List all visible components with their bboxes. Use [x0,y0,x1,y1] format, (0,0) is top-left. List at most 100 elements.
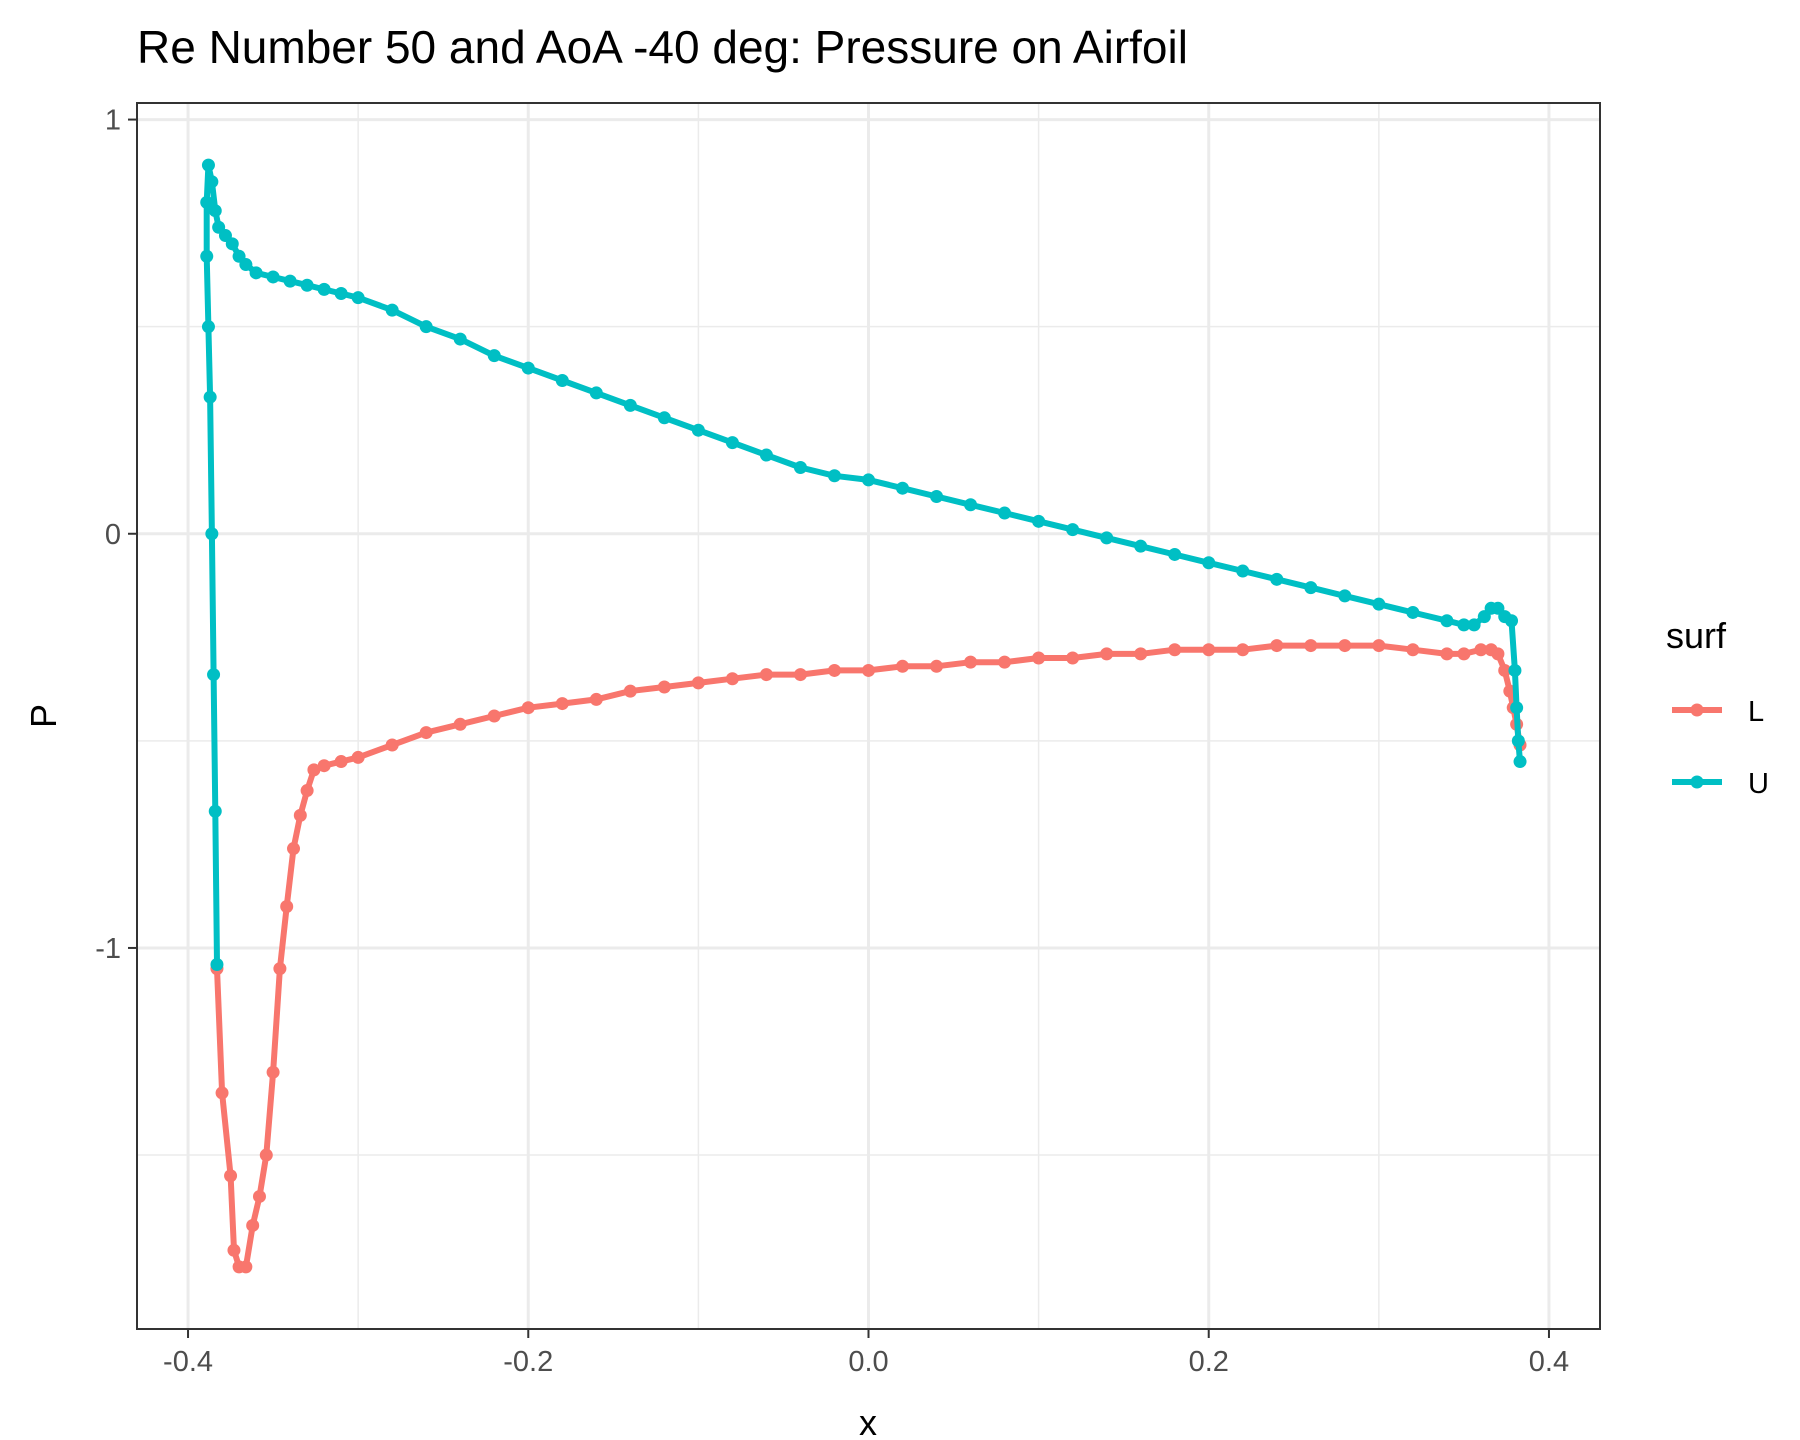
y-tick-label: 0 [105,519,121,551]
data-point-L [224,1169,238,1183]
y-axis-label: P [23,704,64,728]
data-point-U [1338,589,1352,603]
data-point-L [246,1218,260,1232]
data-point-U [657,411,671,425]
data-point-L [1032,651,1046,665]
data-point-L [487,709,501,723]
data-point-U [1457,618,1471,632]
data-point-L [930,659,944,673]
data-point-L [759,668,773,682]
y-axis: -1 0 1 [95,105,137,965]
data-point-L [334,755,348,769]
data-point-U [1134,539,1148,553]
data-point-L [1474,643,1488,657]
data-point-U [1440,614,1454,628]
data-point-L [862,663,875,677]
data-point-U [419,320,433,334]
data-point-L [1304,639,1318,653]
x-tick-label: 0.4 [1529,1346,1569,1378]
data-point-U [1508,663,1522,677]
data-point-L [266,1065,280,1079]
legend-key-point [1690,775,1704,789]
data-point-U [205,175,219,189]
legend: surf L U [1666,615,1769,800]
data-point-U [1511,734,1525,748]
data-point-L [307,763,321,777]
data-point-L [1338,639,1352,653]
data-point-L [1168,643,1182,657]
data-point-U [896,481,910,495]
data-point-L [385,738,399,752]
data-point-L [555,697,569,711]
data-point-L [1270,639,1284,653]
data-point-L [589,692,603,706]
data-point-L [273,962,287,976]
series-layer [200,158,1527,1274]
data-point-U [589,386,603,400]
data-point-U [239,258,253,272]
data-point-L [300,784,314,798]
data-point-L [896,659,910,673]
x-axis: -0.4 -0.2 0.0 0.2 0.4 [163,1329,1569,1378]
data-point-L [215,1086,229,1100]
data-point-U [1304,581,1318,595]
data-point-L [1440,647,1454,661]
data-point-U [249,266,263,280]
data-point-L [998,655,1012,669]
data-point-L [453,717,467,731]
data-point-U [1510,701,1524,715]
data-point-U [487,349,501,363]
x-axis-label: x [859,1402,877,1440]
data-point-L [1202,643,1216,657]
legend-title: surf [1666,615,1727,656]
data-point-U [793,460,807,474]
data-point-U [1066,523,1080,537]
data-point-U [725,436,739,450]
data-point-U [208,204,222,218]
data-point-L [252,1189,266,1203]
data-point-L [964,655,978,669]
data-point-L [827,663,841,677]
data-point-U [759,448,773,462]
data-point-L [691,676,705,690]
data-point-U [1168,547,1182,561]
data-point-U [623,398,637,412]
data-point-U [225,237,239,251]
data-point-U [385,303,399,317]
data-point-U [862,473,875,487]
data-point-L [351,750,365,764]
legend-item-U: U [1672,768,1769,800]
data-point-U [266,270,280,284]
data-point-U [283,274,297,288]
data-point-U [1202,556,1216,570]
data-point-L [1498,663,1512,677]
y-tick-label: -1 [95,933,121,965]
data-point-L [657,680,671,694]
data-point-U [203,390,217,404]
data-point-U [334,287,348,301]
data-point-U [1505,614,1519,628]
data-point-U [300,278,314,292]
data-point-U [453,332,467,346]
data-point-L [1372,639,1386,653]
chart-title: Re Number 50 and AoA -40 deg: Pressure o… [137,21,1188,73]
legend-key-point [1690,703,1704,717]
data-point-U [964,498,978,512]
legend-item-L: L [1672,696,1764,728]
data-point-L [1134,647,1148,661]
data-point-U [317,282,331,296]
data-point-L [317,759,331,773]
x-tick-label: 0.0 [848,1346,888,1378]
data-point-L [259,1148,273,1162]
grid-lines [137,103,1600,1329]
legend-label: L [1748,696,1764,728]
series-U [200,158,1527,972]
legend-label: U [1748,768,1769,800]
data-point-U [521,361,535,375]
data-point-U [1032,514,1046,528]
data-point-U [691,423,705,437]
data-point-U [1406,605,1420,619]
data-point-L [1236,643,1250,657]
data-point-L [793,668,807,682]
